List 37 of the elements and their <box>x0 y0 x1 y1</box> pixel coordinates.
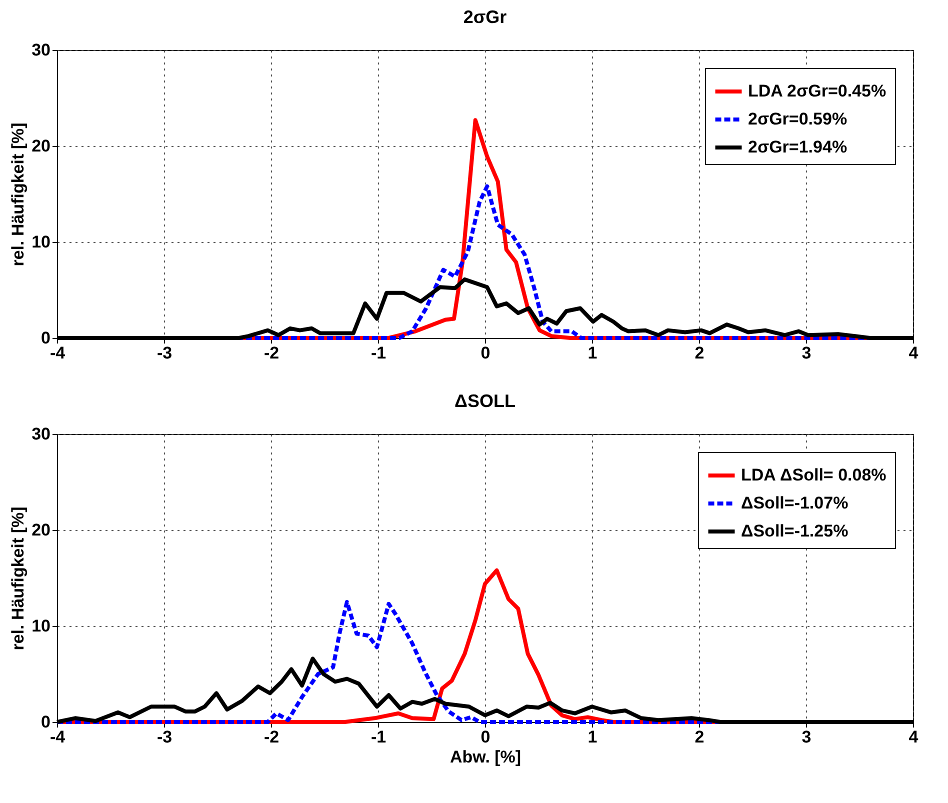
x-tick-label: 4 <box>908 728 919 746</box>
x-tick-label: 1 <box>588 344 598 362</box>
legend-label: LDA ΔSoll= 0.08% <box>741 466 886 484</box>
x-tick-label: 3 <box>802 344 812 362</box>
x-tick-label: 1 <box>588 728 598 746</box>
y-axis-title: rel. Häufigkeit [%] <box>8 506 28 650</box>
y-tick-label: 30 <box>32 40 50 60</box>
y-tick-label: 0 <box>41 712 50 732</box>
x-tick-label: -2 <box>264 728 280 746</box>
x-tick-label: -1 <box>370 344 386 362</box>
x-tick-label: -3 <box>156 344 172 362</box>
x-tick-label: 2 <box>694 728 704 746</box>
legend-label: ΔSoll=-1.25% <box>741 522 848 540</box>
y-tick-label: 20 <box>32 520 50 540</box>
legend-label: 2σGr=0.59% <box>748 110 848 128</box>
y-tick-label: 10 <box>32 616 50 636</box>
chart-title: ΔSOLL <box>454 391 516 411</box>
x-tick-label: 3 <box>802 728 812 746</box>
legend-label: ΔSoll=-1.07% <box>741 494 848 512</box>
x-tick-label: 2 <box>694 344 704 362</box>
x-tick-label: -4 <box>50 728 66 746</box>
x-tick-label: -3 <box>156 728 172 746</box>
x-tick-label: 0 <box>480 344 490 362</box>
y-tick-label: 20 <box>32 136 50 156</box>
legend-label: 2σGr=1.94% <box>748 138 848 156</box>
x-tick-label: 4 <box>908 344 919 362</box>
x-tick-label: -1 <box>370 728 386 746</box>
x-axis-title: Abw. [%] <box>450 748 522 766</box>
y-tick-label: 10 <box>32 232 50 252</box>
y-tick-label: 0 <box>41 328 50 348</box>
chart-title: 2σGr <box>463 7 507 27</box>
y-axis-title: rel. Häufigkeit [%] <box>8 122 28 266</box>
x-tick-label: 0 <box>480 728 490 746</box>
x-tick-label: -2 <box>264 344 280 362</box>
legend-label: LDA 2σGr=0.45% <box>748 82 886 100</box>
y-tick-label: 30 <box>32 424 50 444</box>
x-tick-label: -4 <box>50 344 66 362</box>
